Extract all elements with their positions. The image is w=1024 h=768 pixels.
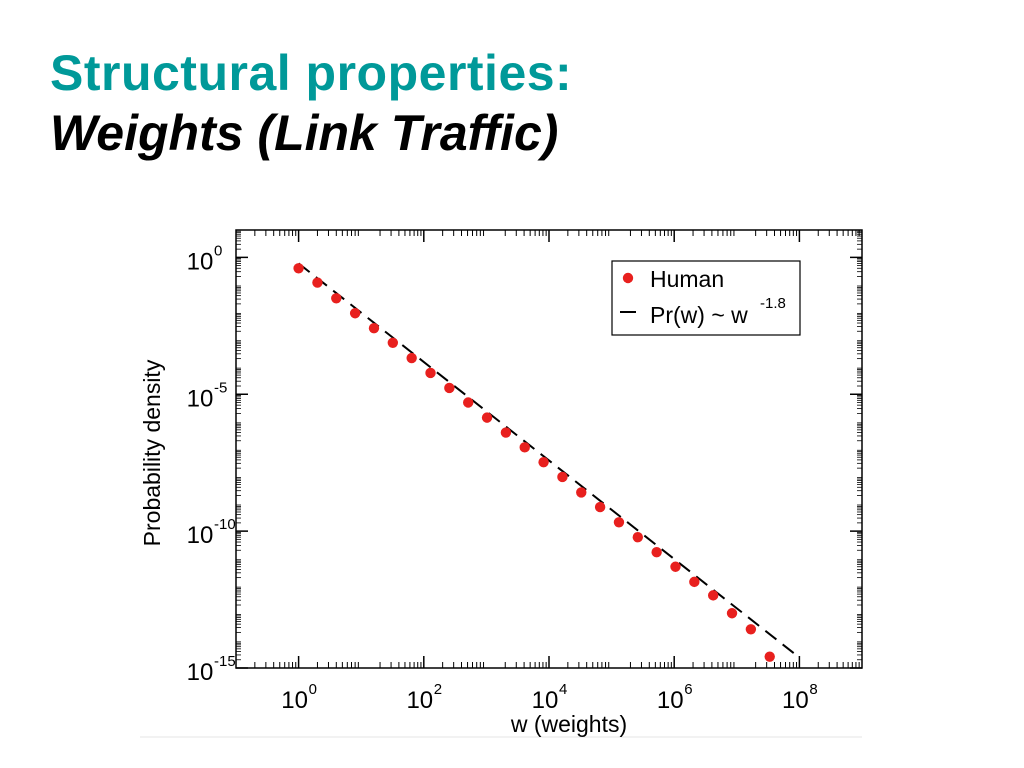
data-point <box>707 590 719 601</box>
data-point <box>425 367 436 379</box>
x-tick-label: 10 <box>532 687 559 714</box>
legend-label-human: Human <box>650 266 724 292</box>
x-tick-label-exponent: 4 <box>559 681 567 698</box>
data-point <box>406 352 417 364</box>
y-tick-label: 10 <box>187 248 214 275</box>
data-point <box>500 427 512 438</box>
x-tick-label: 10 <box>406 687 433 714</box>
y-tick-label-exponent: -15 <box>214 653 236 670</box>
y-tick-label-exponent: -5 <box>214 379 227 396</box>
data-point <box>538 456 549 468</box>
x-tick-label: 10 <box>782 687 809 714</box>
legend-label-fit-exponent: -1.8 <box>760 295 786 312</box>
x-axis-label: w (weights) <box>510 711 627 737</box>
x-tick-label: 10 <box>657 687 684 714</box>
slide-subtitle: Weights (Link Traffic) <box>50 105 559 161</box>
legend-label-fit: Pr(w) ~ w <box>650 302 748 328</box>
data-point <box>576 487 587 498</box>
x-tick-label-exponent: 8 <box>809 681 817 698</box>
data-point <box>594 501 606 513</box>
data-point <box>632 531 644 543</box>
data-point <box>519 442 530 453</box>
y-tick-label-exponent: -10 <box>214 516 236 533</box>
data-point <box>764 651 775 662</box>
data-point <box>331 293 342 304</box>
y-axis-label: Probability density <box>139 359 165 546</box>
data-point <box>481 412 493 423</box>
y-tick-label: 10 <box>187 659 214 686</box>
data-point <box>312 277 323 288</box>
data-point <box>387 337 399 348</box>
x-tick-label-exponent: 2 <box>434 681 442 698</box>
x-tick-label-exponent: 0 <box>309 681 317 698</box>
data-point <box>463 397 474 408</box>
x-tick-label-exponent: 6 <box>684 681 692 698</box>
data-point <box>368 322 380 334</box>
data-point <box>651 546 662 558</box>
data-point <box>557 471 568 483</box>
y-tick-label: 10 <box>187 522 214 549</box>
data-point <box>689 576 700 588</box>
legend: Human Pr(w) ~ w -1.8 <box>611 260 801 336</box>
x-tick-label: 10 <box>281 687 308 714</box>
data-point <box>670 561 681 572</box>
data-point <box>726 608 738 619</box>
data-point <box>745 624 757 635</box>
legend-box <box>611 260 801 336</box>
data-point <box>293 263 304 274</box>
data-point <box>349 308 361 319</box>
y-tick-label-exponent: 0 <box>214 242 222 259</box>
plot-area <box>293 262 801 662</box>
legend-marker-human <box>622 272 634 284</box>
data-point <box>444 382 455 394</box>
y-tick-label: 10 <box>187 385 214 412</box>
data-point <box>613 517 625 528</box>
slide-title: Structural properties: <box>50 45 573 101</box>
